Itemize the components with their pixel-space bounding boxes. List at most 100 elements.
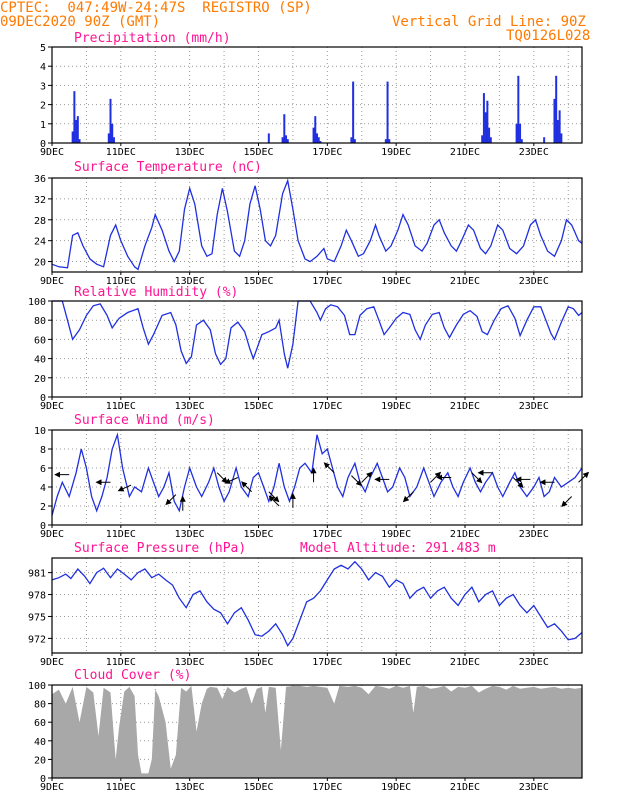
y-tick-label: 4 bbox=[40, 62, 46, 73]
precip-bar bbox=[560, 133, 563, 143]
wind-vector bbox=[361, 471, 373, 483]
y-tick-label: 80 bbox=[34, 316, 46, 327]
y-tick-label: 100 bbox=[28, 297, 46, 308]
precip-bar bbox=[109, 98, 112, 143]
wind-vector bbox=[224, 477, 239, 484]
precip-bar bbox=[519, 123, 522, 143]
precip-bar bbox=[388, 139, 391, 143]
precip-bar bbox=[556, 119, 559, 143]
wind-vector bbox=[561, 496, 573, 508]
x-tick-label: 23DEC bbox=[519, 401, 549, 412]
precip-bar bbox=[353, 139, 356, 143]
x-tick-label: 11DEC bbox=[106, 529, 136, 540]
y-tick-label: 972 bbox=[28, 634, 46, 645]
x-tick-label: 19DEC bbox=[381, 782, 411, 793]
x-tick-label: 23DEC bbox=[519, 782, 549, 793]
panel-frame bbox=[51, 557, 583, 654]
panel-title: Relative Humidity (%) bbox=[74, 285, 238, 300]
header-grid-line: Vertical Grid Line: 90Z bbox=[392, 14, 586, 30]
y-tick-label: 40 bbox=[34, 737, 46, 748]
x-tick-label: 9DEC bbox=[40, 276, 64, 287]
precip-bar bbox=[314, 116, 317, 143]
precip-bar bbox=[543, 137, 546, 143]
x-tick-label: 11DEC bbox=[106, 401, 136, 412]
panel-frame bbox=[51, 429, 583, 526]
x-tick-label: 23DEC bbox=[519, 276, 549, 287]
x-tick-label: 23DEC bbox=[519, 529, 549, 540]
header-model: TQ0126L028 bbox=[506, 28, 591, 44]
y-tick-label: 981 bbox=[28, 569, 46, 580]
precip-bar bbox=[112, 137, 115, 143]
precip-bar bbox=[73, 91, 76, 143]
wind-vector bbox=[430, 471, 442, 483]
wind-vector bbox=[216, 472, 228, 484]
panel-frame bbox=[51, 177, 583, 273]
precip-bar bbox=[555, 75, 558, 143]
x-tick-label: 15DEC bbox=[243, 657, 273, 668]
precip-bar bbox=[481, 135, 484, 143]
x-tick-label: 19DEC bbox=[381, 147, 411, 158]
x-tick-label: 17DEC bbox=[312, 529, 342, 540]
x-tick-label: 9DEC bbox=[40, 401, 64, 412]
x-tick-label: 9DEC bbox=[40, 147, 64, 158]
panel-title: Cloud Cover (%) bbox=[74, 668, 191, 683]
precip-bar bbox=[107, 133, 110, 143]
header-date: 09DEC2020 90Z (GMT) bbox=[0, 14, 161, 30]
y-tick-label: 36 bbox=[34, 174, 46, 185]
y-tick-label: 0 bbox=[40, 393, 46, 404]
y-tick-label: 1 bbox=[40, 120, 46, 131]
precip-bar bbox=[558, 110, 561, 143]
precip-bar bbox=[484, 112, 487, 143]
y-tick-label: 0 bbox=[40, 139, 46, 150]
x-tick-label: 11DEC bbox=[106, 782, 136, 793]
x-tick-label: 13DEC bbox=[175, 401, 205, 412]
precip-bar bbox=[319, 141, 322, 143]
precip-bar bbox=[267, 133, 270, 143]
wind-vector bbox=[117, 484, 132, 492]
x-tick-label: 23DEC bbox=[519, 147, 549, 158]
precip-bar bbox=[78, 139, 81, 143]
x-tick-label: 21DEC bbox=[450, 401, 480, 412]
x-tick-label: 11DEC bbox=[106, 147, 136, 158]
y-tick-label: 978 bbox=[28, 591, 46, 602]
x-tick-label: 21DEC bbox=[450, 147, 480, 158]
x-tick-label: 13DEC bbox=[175, 657, 205, 668]
y-tick-label: 32 bbox=[34, 195, 46, 206]
y-tick-label: 24 bbox=[34, 237, 46, 248]
y-tick-label: 975 bbox=[28, 612, 46, 623]
precip-bar bbox=[515, 123, 518, 143]
precip-bar bbox=[281, 137, 284, 143]
x-tick-label: 15DEC bbox=[243, 529, 273, 540]
y-tick-label: 10 bbox=[34, 426, 46, 437]
panel-subtitle: Model Altitude: 291.483 m bbox=[300, 541, 496, 556]
precip-bar bbox=[486, 100, 489, 143]
precip-bar bbox=[75, 119, 78, 143]
wind-vector bbox=[351, 475, 362, 487]
x-tick-label: 13DEC bbox=[175, 276, 205, 287]
x-tick-label: 21DEC bbox=[450, 657, 480, 668]
x-tick-label: 9DEC bbox=[40, 657, 64, 668]
precip-bar bbox=[350, 137, 353, 143]
x-tick-label: 13DEC bbox=[175, 529, 205, 540]
panel-frame bbox=[51, 46, 583, 144]
wind-vector bbox=[165, 494, 177, 506]
x-tick-label: 15DEC bbox=[243, 276, 273, 287]
precip-bar bbox=[316, 133, 318, 143]
precip-bar bbox=[352, 81, 355, 143]
panel-title: Surface Temperature (nC) bbox=[74, 160, 262, 175]
x-tick-label: 13DEC bbox=[175, 147, 205, 158]
precip-bar bbox=[517, 75, 520, 143]
wind-vector bbox=[512, 477, 524, 489]
x-tick-label: 21DEC bbox=[450, 529, 480, 540]
precip-bar bbox=[312, 127, 315, 143]
y-tick-label: 100 bbox=[28, 681, 46, 692]
precip-bar bbox=[488, 127, 491, 143]
y-tick-label: 2 bbox=[40, 101, 46, 112]
x-tick-label: 19DEC bbox=[381, 401, 411, 412]
y-tick-label: 6 bbox=[40, 464, 46, 475]
x-tick-label: 23DEC bbox=[519, 657, 549, 668]
x-tick-label: 15DEC bbox=[243, 147, 273, 158]
precip-bar bbox=[482, 93, 485, 143]
precip-bar bbox=[111, 123, 114, 143]
y-tick-label: 5 bbox=[40, 43, 46, 54]
